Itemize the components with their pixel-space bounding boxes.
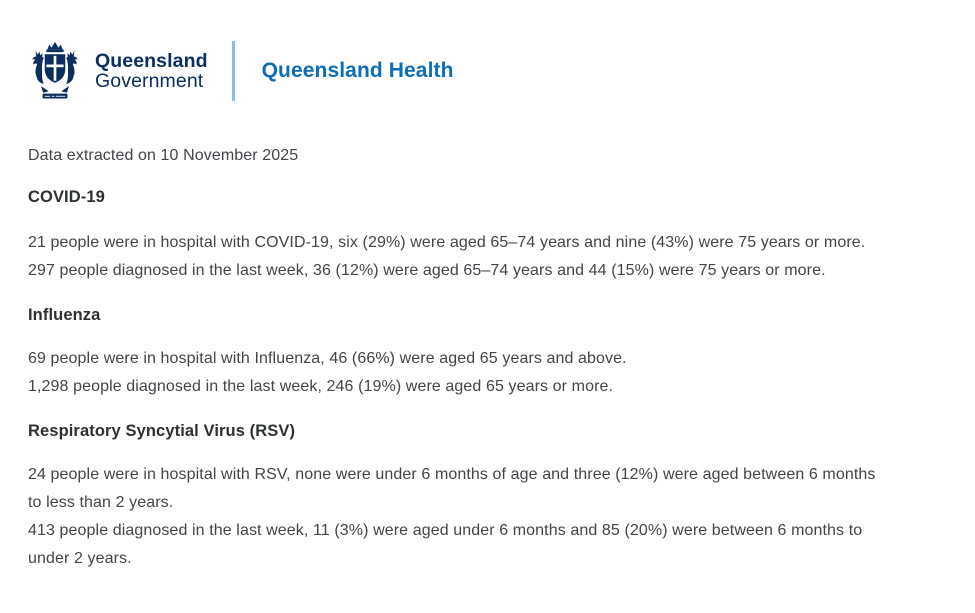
rsv-hospital-stat-line2: to less than 2 years. (28, 494, 174, 511)
section-heading-rsv: Respiratory Syncytial Virus (RSV) (28, 422, 296, 440)
data-extracted-date: Data extracted on 10 November 2025 (28, 147, 299, 164)
influenza-diagnosed-stat: 1,298 people diagnosed in the last week,… (28, 378, 614, 395)
section-body-rsv: 24 people were in hospital with RSV, non… (28, 461, 947, 573)
section-body-influenza: 69 people were in hospital with Influenz… (28, 345, 947, 401)
qld-government-logo-link[interactable]: Queensland Government (28, 40, 208, 102)
rsv-hospital-stat-line1: 24 people were in hospital with RSV, non… (28, 466, 876, 483)
qld-government-wordmark: Queensland Government (95, 49, 208, 92)
coat-of-arms-icon (28, 40, 82, 102)
section-heading-influenza: Influenza (28, 306, 101, 324)
page: Queensland Government Queensland Health … (28, 40, 947, 573)
logo-text-queensland: Queensland (95, 49, 208, 72)
covid19-diagnosed-stat: 297 people diagnosed in the last week, 3… (28, 262, 826, 279)
masthead-divider (231, 41, 235, 101)
rsv-diagnosed-stat-line1: 413 people diagnosed in the last week, 1… (28, 522, 863, 539)
influenza-hospital-stat: 69 people were in hospital with Influenz… (28, 350, 627, 367)
masthead: Queensland Government Queensland Health (28, 40, 947, 102)
site-title-queensland-health[interactable]: Queensland Health (261, 59, 454, 82)
covid19-hospital-stat: 21 people were in hospital with COVID-19… (28, 234, 866, 251)
rsv-diagnosed-stat-line2: under 2 years. (28, 550, 132, 567)
content: Data extracted on 10 November 2025 COVID… (28, 142, 947, 573)
logo-text-government: Government (95, 70, 204, 92)
section-heading-covid19: COVID-19 (28, 188, 105, 206)
section-body-covid19: 21 people were in hospital with COVID-19… (28, 229, 947, 285)
